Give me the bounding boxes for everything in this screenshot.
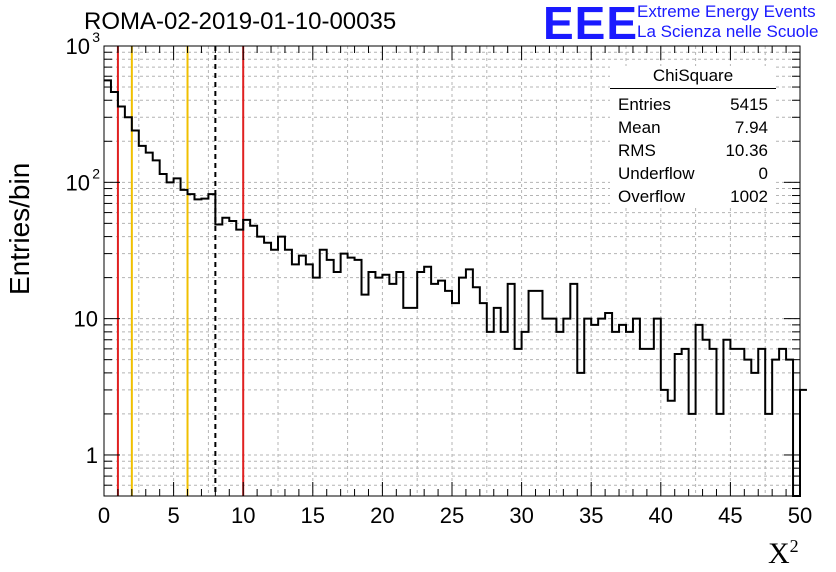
y-tick-label: 10 [66,34,90,59]
x-tick-label: 15 [301,503,325,528]
x-tick-label: 0 [98,503,110,528]
stats-label: Overflow [618,187,686,206]
stats-value: 7.94 [734,118,768,137]
stats-row-entries: Entries 5415 [610,93,776,116]
stats-label: RMS [618,141,656,160]
stats-box-title: ChiSquare [610,66,776,89]
y-tick-label: 1 [86,443,98,468]
y-tick-label: 10 [66,170,90,195]
stats-value: 0 [758,164,768,183]
x-tick-label: 50 [788,503,812,528]
x-axis-label-exponent: 2 [789,536,799,556]
x-tick-label: 35 [579,503,603,528]
histogram-outline [104,79,807,497]
y-axis-label: Entries/bin [4,162,35,295]
x-axis-label: X2 [768,536,799,571]
x-tick-label: 20 [370,503,394,528]
stats-label: Entries [618,95,671,114]
stats-row-rms: RMS 10.36 [610,139,776,162]
org-name-line2: La Scienza nelle Scuole [637,22,819,41]
x-tick-label: 45 [718,503,742,528]
x-tick-label: 40 [649,503,673,528]
stats-row-overflow: Overflow 1002 [610,185,776,208]
stats-value: 1002 [730,187,768,206]
stats-row-underflow: Underflow 0 [610,162,776,185]
stats-row-mean: Mean 7.94 [610,116,776,139]
x-tick-label: 5 [167,503,179,528]
stats-box: ChiSquare Entries 5415 Mean 7.94 RMS 10.… [610,66,776,208]
x-axis-label-base: X [768,537,790,570]
x-tick-label: 30 [509,503,533,528]
x-tick-label: 10 [231,503,255,528]
stats-label: Mean [618,118,661,137]
y-tick-exponent: 3 [92,29,100,45]
stats-value: 10.36 [725,141,768,160]
y-tick-label: 10 [74,307,98,332]
run-title: ROMA-02-2019-01-10-00035 [84,8,397,35]
stats-label: Underflow [618,164,695,183]
x-tick-label: 25 [440,503,464,528]
y-tick-exponent: 2 [92,165,100,181]
stats-value: 5415 [730,95,768,114]
eee-logo: EEE [543,0,639,49]
org-name-line1: Extreme Energy Events [637,2,816,21]
